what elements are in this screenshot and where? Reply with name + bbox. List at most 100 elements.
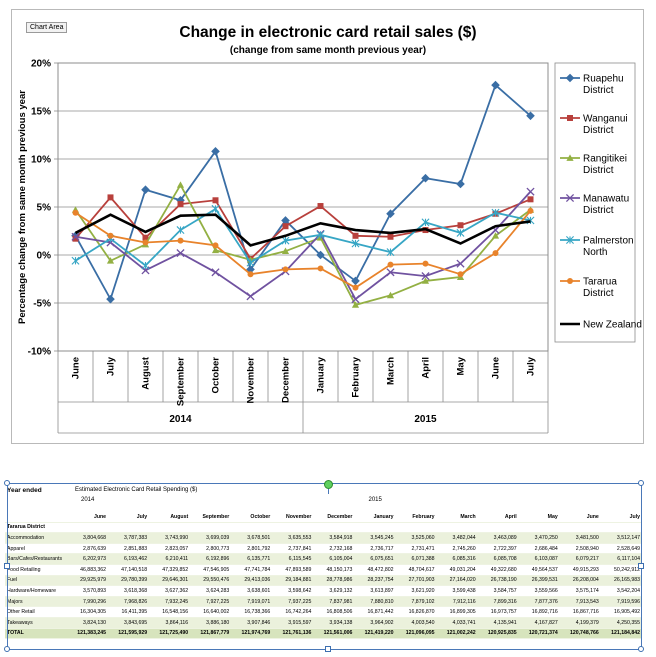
table-cell[interactable]: 6,071,388 xyxy=(395,553,437,565)
table-cell[interactable]: 3,512,147 xyxy=(600,532,642,544)
table-cell[interactable]: 6,079,217 xyxy=(559,553,601,565)
table-cell[interactable]: 3,629,132 xyxy=(313,585,355,597)
table-cell[interactable]: 121,184,842 xyxy=(600,628,642,640)
table-cell[interactable]: August xyxy=(149,512,191,523)
table-cell[interactable]: 48,150,173 xyxy=(313,564,355,576)
table-cell[interactable]: 2,731,471 xyxy=(395,543,437,555)
table-cell[interactable]: 121,561,006 xyxy=(313,628,355,640)
resize-handle-top-left[interactable] xyxy=(4,480,10,486)
table-cell[interactable] xyxy=(149,522,191,534)
table-cell[interactable] xyxy=(559,522,601,534)
table-cell[interactable]: 16,808,506 xyxy=(313,606,355,618)
table-cell[interactable]: 16,867,716 xyxy=(559,606,601,618)
table-cell[interactable]: 121,867,779 xyxy=(190,628,232,640)
table-cell[interactable]: 4,135,941 xyxy=(477,617,519,629)
table-cell[interactable]: 47,329,852 xyxy=(149,564,191,576)
table-cell[interactable]: 3,463,089 xyxy=(477,532,519,544)
table-cell[interactable]: 47,546,905 xyxy=(190,564,232,576)
table-cell[interactable]: 3,545,245 xyxy=(354,532,396,544)
table-cell[interactable]: 46,883,362 xyxy=(67,564,109,576)
table-cell[interactable]: 6,202,973 xyxy=(67,553,109,565)
table-cell[interactable] xyxy=(67,522,109,534)
table-cell[interactable] xyxy=(313,522,355,534)
table-cell[interactable]: Majors xyxy=(5,596,67,608)
table-cell[interactable]: 48,472,802 xyxy=(354,564,396,576)
table-cell[interactable] xyxy=(477,522,519,534)
table-cell[interactable]: 7,899,316 xyxy=(477,596,519,608)
table-cell[interactable]: 2,876,639 xyxy=(67,543,109,555)
table-cell[interactable]: 16,871,442 xyxy=(354,606,396,618)
table-cell[interactable]: 6,115,545 xyxy=(272,553,314,565)
table-cell[interactable]: 7,990,296 xyxy=(67,596,109,608)
table-cell[interactable]: 121,725,490 xyxy=(149,628,191,640)
table-cell[interactable] xyxy=(354,522,396,534)
table-cell[interactable]: 29,550,476 xyxy=(190,575,232,587)
table-cell[interactable]: 3,481,500 xyxy=(559,532,601,544)
table-cell[interactable]: 26,165,983 xyxy=(600,575,642,587)
table-cell[interactable]: 3,525,060 xyxy=(395,532,437,544)
table-cell[interactable]: 7,912,116 xyxy=(436,596,478,608)
resize-handle-bottom-right[interactable] xyxy=(638,646,644,652)
table-cell[interactable]: November xyxy=(272,512,314,523)
table-cell[interactable]: 3,915,597 xyxy=(272,617,314,629)
table-cell[interactable]: 3,570,893 xyxy=(67,585,109,597)
table-cell[interactable]: 2,737,841 xyxy=(272,543,314,555)
table-cell[interactable] xyxy=(190,522,232,534)
table-cell[interactable]: 2,801,792 xyxy=(231,543,273,555)
table-cell[interactable]: 3,482,044 xyxy=(436,532,478,544)
table-cell[interactable]: 16,899,305 xyxy=(436,606,478,618)
rotate-handle[interactable] xyxy=(324,480,333,489)
table-cell[interactable]: September xyxy=(190,512,232,523)
table-cell[interactable]: 121,419,220 xyxy=(354,628,396,640)
table-cell[interactable]: 27,701,903 xyxy=(395,575,437,587)
table-cell[interactable]: 7,913,543 xyxy=(559,596,601,608)
table-cell[interactable]: 49,322,680 xyxy=(477,564,519,576)
table-cell[interactable]: 6,085,316 xyxy=(436,553,478,565)
table-cell[interactable]: 3,598,642 xyxy=(272,585,314,597)
table-cell[interactable]: Fuel xyxy=(5,575,67,587)
table-cell[interactable]: 7,932,245 xyxy=(149,596,191,608)
table-cell[interactable]: 16,826,870 xyxy=(395,606,437,618)
table-cell[interactable]: 3,635,553 xyxy=(272,532,314,544)
table-cell[interactable]: 3,470,250 xyxy=(518,532,560,544)
table-cell[interactable] xyxy=(518,522,560,534)
table-cell[interactable]: 3,886,180 xyxy=(190,617,232,629)
table-cell[interactable]: 16,640,002 xyxy=(190,606,232,618)
table-cell[interactable]: 26,738,190 xyxy=(477,575,519,587)
table-cell[interactable]: February xyxy=(395,512,437,523)
table-cell[interactable]: 4,167,827 xyxy=(518,617,560,629)
table-cell[interactable]: 121,002,242 xyxy=(436,628,478,640)
table-cell[interactable]: 7,877,376 xyxy=(518,596,560,608)
table-cell[interactable]: 3,542,204 xyxy=(600,585,642,597)
table-cell[interactable]: 27,164,020 xyxy=(436,575,478,587)
table-cell[interactable]: 3,787,383 xyxy=(108,532,150,544)
table-cell[interactable]: Food Retailing xyxy=(5,564,67,576)
table-cell[interactable]: 49,915,293 xyxy=(559,564,601,576)
table-cell[interactable]: 48,704,617 xyxy=(395,564,437,576)
table-cell[interactable]: 29,184,881 xyxy=(272,575,314,587)
table-cell[interactable]: 3,638,601 xyxy=(231,585,273,597)
spreadsheet[interactable]: Year ended Estimated Electronic Card Ret… xyxy=(0,478,656,657)
table-cell[interactable]: 3,743,990 xyxy=(149,532,191,544)
table-cell[interactable] xyxy=(272,522,314,534)
table-cell[interactable]: July xyxy=(600,512,642,523)
table-cell[interactable]: 47,893,589 xyxy=(272,564,314,576)
table-cell[interactable]: 2,722,397 xyxy=(477,543,519,555)
resize-handle-top-right[interactable] xyxy=(638,480,644,486)
table-cell[interactable]: 16,304,305 xyxy=(67,606,109,618)
table-cell[interactable]: 7,937,225 xyxy=(272,596,314,608)
table-cell[interactable]: 6,085,708 xyxy=(477,553,519,565)
table-cell[interactable]: 3,843,695 xyxy=(108,617,150,629)
table-cell[interactable]: 3,824,130 xyxy=(67,617,109,629)
table-cell[interactable]: 29,413,036 xyxy=(231,575,273,587)
table-cell[interactable]: 121,595,929 xyxy=(108,628,150,640)
spending-table[interactable]: June July August September October November De… xyxy=(5,512,642,640)
table-cell[interactable]: June xyxy=(559,512,601,523)
table-cell[interactable]: 16,905,492 xyxy=(600,606,642,618)
table-cell[interactable]: 3,624,283 xyxy=(190,585,232,597)
table-cell[interactable]: Bars/Cafes/Restaurants xyxy=(5,553,67,565)
table-cell[interactable] xyxy=(436,522,478,534)
table-cell[interactable]: 6,103,087 xyxy=(518,553,560,565)
table-cell[interactable]: 3,804,668 xyxy=(67,532,109,544)
resize-handle-left[interactable] xyxy=(4,563,10,569)
